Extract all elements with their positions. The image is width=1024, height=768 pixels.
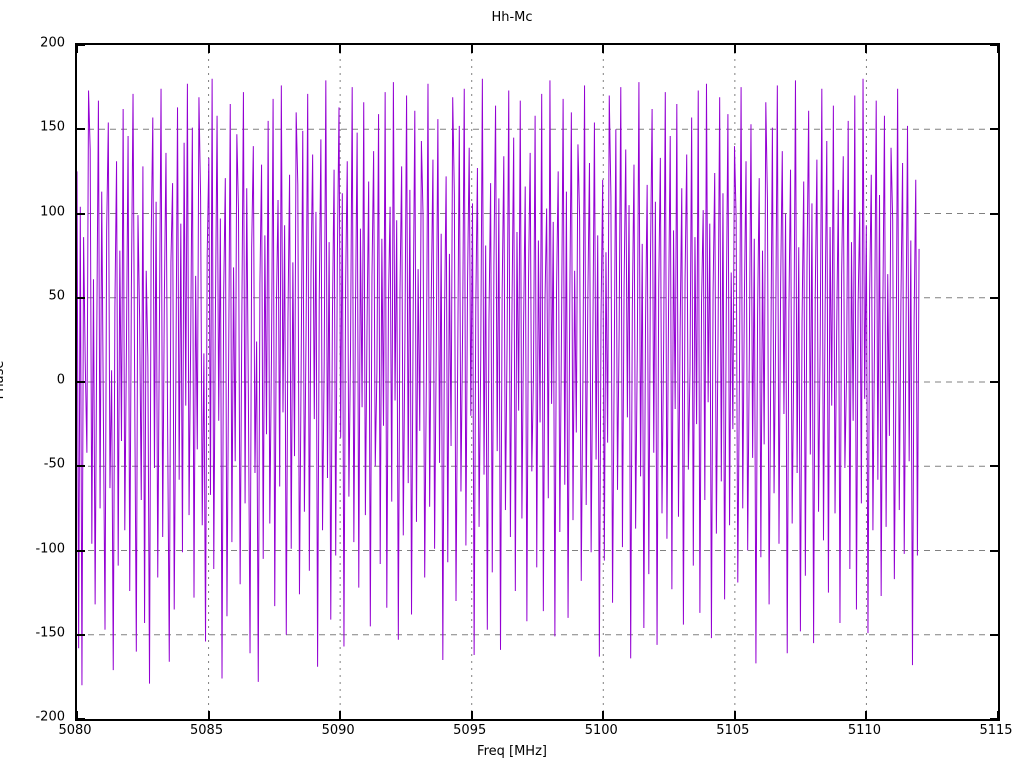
plot-area (77, 45, 998, 719)
x-tick-mark (865, 45, 868, 53)
x-tick-label: 5115 (979, 723, 1013, 738)
y-tick-mark (77, 718, 85, 720)
x-tick-label: 5090 (321, 723, 355, 738)
x-tick-mark (207, 711, 210, 719)
x-tick-mark (76, 45, 78, 53)
y-tick-mark (990, 465, 998, 468)
y-tick-mark (77, 465, 85, 468)
x-tick-mark (339, 711, 342, 719)
y-tick-mark (990, 549, 998, 552)
x-tick-label: 5110 (847, 723, 881, 738)
y-tick-label: 0 (56, 372, 65, 388)
y-tick-mark (77, 633, 85, 636)
y-tick-label: -50 (43, 456, 65, 472)
x-tick-mark (602, 711, 605, 719)
x-tick-label: 5100 (584, 723, 618, 738)
x-tick-label: 5105 (716, 723, 750, 738)
y-tick-mark (77, 44, 85, 46)
y-tick-mark (77, 296, 85, 299)
y-tick-mark (77, 381, 85, 383)
y-tick-mark (77, 128, 85, 131)
y-tick-mark (990, 381, 998, 383)
x-tick-label: 5085 (190, 723, 224, 738)
x-tick-label: 5095 (453, 723, 487, 738)
x-tick-mark (470, 711, 473, 719)
x-tick-label: 5080 (58, 723, 92, 738)
y-tick-mark (990, 44, 998, 46)
x-axis-label: Freq [MHz] (477, 744, 547, 759)
y-tick-mark (990, 128, 998, 131)
x-tick-mark (997, 45, 999, 53)
x-tick-mark (76, 711, 78, 719)
y-tick-mark (990, 296, 998, 299)
y-tick-mark (77, 212, 85, 215)
data-series-line (77, 78, 920, 686)
x-tick-mark (997, 711, 999, 719)
page-title: Hh-Mc (491, 10, 533, 25)
x-tick-mark (733, 711, 736, 719)
y-tick-mark (990, 718, 998, 720)
y-tick-mark (990, 633, 998, 636)
y-tick-mark (990, 212, 998, 215)
y-tick-label: 200 (40, 35, 65, 51)
y-tick-label: 50 (48, 288, 65, 304)
plot-frame (75, 43, 1000, 721)
x-tick-mark (733, 45, 736, 53)
y-tick-label: 150 (40, 119, 65, 135)
x-tick-mark (207, 45, 210, 53)
y-tick-label: -200 (35, 709, 65, 725)
x-tick-mark (470, 45, 473, 53)
y-tick-label: -100 (35, 541, 65, 556)
y-tick-label: 100 (40, 204, 65, 219)
x-tick-mark (865, 711, 868, 719)
x-tick-mark (339, 45, 342, 53)
y-tick-label: -150 (35, 625, 65, 641)
y-tick-mark (77, 549, 85, 552)
x-tick-mark (602, 45, 605, 53)
